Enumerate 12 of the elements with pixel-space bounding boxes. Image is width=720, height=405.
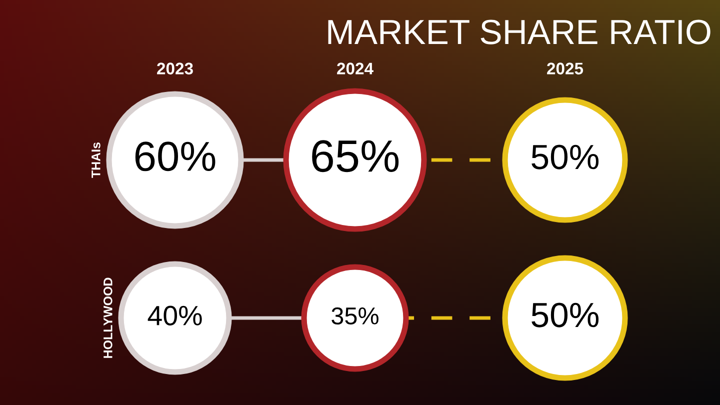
- data-label: 35%: [332, 307, 378, 325]
- text: HOLLYWOOD: [104, 278, 112, 358]
- category-label: 2024: [337, 62, 374, 74]
- data-label: 65%: [312, 140, 399, 172]
- category-label: 2025: [547, 62, 584, 74]
- data-label: 50%: [532, 302, 599, 328]
- data-label: 60%: [135, 142, 216, 172]
- text: THAIs: [92, 142, 100, 178]
- data-label: 50%: [532, 144, 599, 170]
- text: MARKET SHARE RATIO: [328, 20, 710, 44]
- category-label: 2023: [157, 62, 193, 74]
- data-label: 40%: [148, 306, 202, 326]
